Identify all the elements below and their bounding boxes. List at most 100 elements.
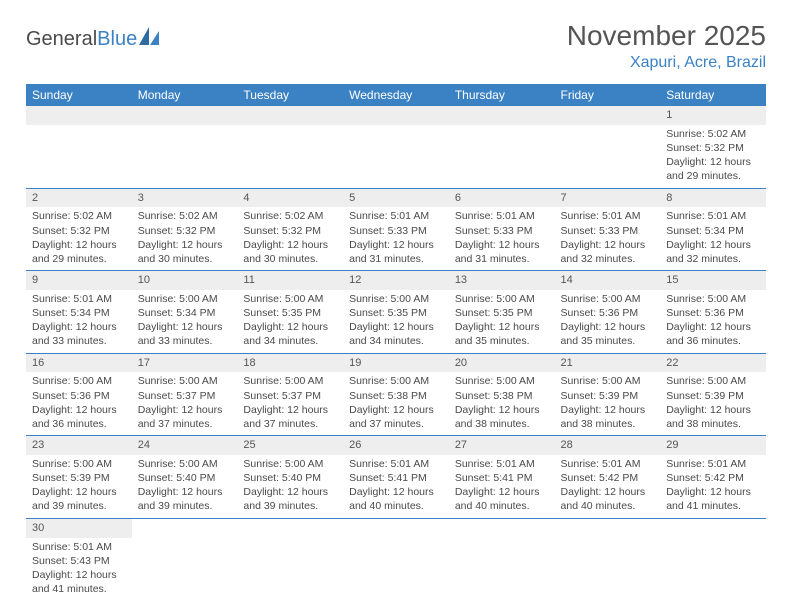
day-body: Sunrise: 5:01 AMSunset: 5:43 PMDaylight:… bbox=[26, 538, 132, 601]
empty-daynum bbox=[555, 106, 661, 125]
calendar-cell: 15Sunrise: 5:00 AMSunset: 5:36 PMDayligh… bbox=[660, 271, 766, 354]
daylight-line: Daylight: 12 hours and 29 minutes. bbox=[666, 155, 760, 183]
day-number: 25 bbox=[237, 436, 343, 455]
day-number: 17 bbox=[132, 354, 238, 373]
daylight-line: Daylight: 12 hours and 39 minutes. bbox=[32, 485, 126, 513]
sunset-line: Sunset: 5:40 PM bbox=[243, 471, 337, 485]
daylight-line: Daylight: 12 hours and 38 minutes. bbox=[561, 403, 655, 431]
sunrise-line: Sunrise: 5:01 AM bbox=[455, 209, 549, 223]
day-number: 4 bbox=[237, 189, 343, 208]
day-number: 3 bbox=[132, 189, 238, 208]
sunset-line: Sunset: 5:32 PM bbox=[138, 224, 232, 238]
daylight-line: Daylight: 12 hours and 33 minutes. bbox=[138, 320, 232, 348]
calendar-cell: 20Sunrise: 5:00 AMSunset: 5:38 PMDayligh… bbox=[449, 353, 555, 436]
day-number: 8 bbox=[660, 189, 766, 208]
sunrise-line: Sunrise: 5:01 AM bbox=[561, 457, 655, 471]
sunrise-line: Sunrise: 5:00 AM bbox=[138, 457, 232, 471]
sunrise-line: Sunrise: 5:02 AM bbox=[243, 209, 337, 223]
calendar-cell: 30Sunrise: 5:01 AMSunset: 5:43 PMDayligh… bbox=[26, 518, 132, 600]
sunset-line: Sunset: 5:36 PM bbox=[32, 389, 126, 403]
daylight-line: Daylight: 12 hours and 29 minutes. bbox=[32, 238, 126, 266]
daylight-line: Daylight: 12 hours and 38 minutes. bbox=[666, 403, 760, 431]
day-body: Sunrise: 5:00 AMSunset: 5:40 PMDaylight:… bbox=[237, 455, 343, 518]
daylight-line: Daylight: 12 hours and 36 minutes. bbox=[666, 320, 760, 348]
daylight-line: Daylight: 12 hours and 34 minutes. bbox=[349, 320, 443, 348]
calendar-cell: 18Sunrise: 5:00 AMSunset: 5:37 PMDayligh… bbox=[237, 353, 343, 436]
daylight-line: Daylight: 12 hours and 30 minutes. bbox=[138, 238, 232, 266]
sunset-line: Sunset: 5:32 PM bbox=[32, 224, 126, 238]
location: Xapuri, Acre, Brazil bbox=[567, 54, 766, 72]
sunrise-line: Sunrise: 5:02 AM bbox=[138, 209, 232, 223]
day-body: Sunrise: 5:00 AMSunset: 5:36 PMDaylight:… bbox=[660, 290, 766, 353]
day-body: Sunrise: 5:00 AMSunset: 5:35 PMDaylight:… bbox=[343, 290, 449, 353]
daylight-line: Daylight: 12 hours and 31 minutes. bbox=[349, 238, 443, 266]
sunrise-line: Sunrise: 5:00 AM bbox=[455, 292, 549, 306]
calendar-cell bbox=[555, 106, 661, 188]
daylight-line: Daylight: 12 hours and 37 minutes. bbox=[138, 403, 232, 431]
day-body: Sunrise: 5:01 AMSunset: 5:42 PMDaylight:… bbox=[555, 455, 661, 518]
calendar-cell: 19Sunrise: 5:00 AMSunset: 5:38 PMDayligh… bbox=[343, 353, 449, 436]
day-number: 28 bbox=[555, 436, 661, 455]
day-number: 21 bbox=[555, 354, 661, 373]
calendar-cell bbox=[132, 518, 238, 600]
calendar-cell: 17Sunrise: 5:00 AMSunset: 5:37 PMDayligh… bbox=[132, 353, 238, 436]
logo-text-1: General bbox=[26, 28, 97, 50]
sunset-line: Sunset: 5:42 PM bbox=[561, 471, 655, 485]
day-number: 19 bbox=[343, 354, 449, 373]
sunrise-line: Sunrise: 5:00 AM bbox=[666, 374, 760, 388]
day-body: Sunrise: 5:00 AMSunset: 5:38 PMDaylight:… bbox=[449, 372, 555, 435]
logo-sail-icon bbox=[139, 27, 159, 45]
sunrise-line: Sunrise: 5:00 AM bbox=[349, 374, 443, 388]
day-number: 30 bbox=[26, 519, 132, 538]
sunrise-line: Sunrise: 5:00 AM bbox=[243, 292, 337, 306]
day-number: 14 bbox=[555, 271, 661, 290]
daylight-line: Daylight: 12 hours and 35 minutes. bbox=[561, 320, 655, 348]
day-number: 18 bbox=[237, 354, 343, 373]
sunset-line: Sunset: 5:43 PM bbox=[32, 554, 126, 568]
calendar-row: 2Sunrise: 5:02 AMSunset: 5:32 PMDaylight… bbox=[26, 188, 766, 271]
daylight-line: Daylight: 12 hours and 36 minutes. bbox=[32, 403, 126, 431]
calendar-body: 1Sunrise: 5:02 AMSunset: 5:32 PMDaylight… bbox=[26, 106, 766, 600]
day-body: Sunrise: 5:00 AMSunset: 5:35 PMDaylight:… bbox=[237, 290, 343, 353]
daylight-line: Daylight: 12 hours and 38 minutes. bbox=[455, 403, 549, 431]
calendar-row: 30Sunrise: 5:01 AMSunset: 5:43 PMDayligh… bbox=[26, 518, 766, 600]
sunset-line: Sunset: 5:42 PM bbox=[666, 471, 760, 485]
day-body: Sunrise: 5:02 AMSunset: 5:32 PMDaylight:… bbox=[237, 207, 343, 270]
day-body: Sunrise: 5:01 AMSunset: 5:41 PMDaylight:… bbox=[449, 455, 555, 518]
empty-daynum bbox=[132, 106, 238, 125]
calendar-cell bbox=[449, 106, 555, 188]
calendar-table: Sunday Monday Tuesday Wednesday Thursday… bbox=[26, 84, 766, 600]
daylight-line: Daylight: 12 hours and 40 minutes. bbox=[455, 485, 549, 513]
daylight-line: Daylight: 12 hours and 40 minutes. bbox=[349, 485, 443, 513]
daylight-line: Daylight: 12 hours and 32 minutes. bbox=[666, 238, 760, 266]
day-number: 11 bbox=[237, 271, 343, 290]
day-body: Sunrise: 5:01 AMSunset: 5:33 PMDaylight:… bbox=[343, 207, 449, 270]
sunset-line: Sunset: 5:33 PM bbox=[349, 224, 443, 238]
calendar-cell: 29Sunrise: 5:01 AMSunset: 5:42 PMDayligh… bbox=[660, 436, 766, 519]
month-title: November 2025 bbox=[567, 20, 766, 52]
sunrise-line: Sunrise: 5:01 AM bbox=[455, 457, 549, 471]
empty-daynum bbox=[343, 106, 449, 125]
day-number: 29 bbox=[660, 436, 766, 455]
sunrise-line: Sunrise: 5:00 AM bbox=[138, 292, 232, 306]
day-body: Sunrise: 5:01 AMSunset: 5:34 PMDaylight:… bbox=[660, 207, 766, 270]
sunrise-line: Sunrise: 5:01 AM bbox=[666, 209, 760, 223]
sunset-line: Sunset: 5:39 PM bbox=[32, 471, 126, 485]
calendar-cell: 11Sunrise: 5:00 AMSunset: 5:35 PMDayligh… bbox=[237, 271, 343, 354]
sunrise-line: Sunrise: 5:00 AM bbox=[455, 374, 549, 388]
sunset-line: Sunset: 5:34 PM bbox=[666, 224, 760, 238]
sunrise-line: Sunrise: 5:00 AM bbox=[32, 457, 126, 471]
day-number: 13 bbox=[449, 271, 555, 290]
weekday-header: Thursday bbox=[449, 84, 555, 106]
weekday-header: Monday bbox=[132, 84, 238, 106]
calendar-row: 16Sunrise: 5:00 AMSunset: 5:36 PMDayligh… bbox=[26, 353, 766, 436]
day-body: Sunrise: 5:00 AMSunset: 5:37 PMDaylight:… bbox=[237, 372, 343, 435]
sunset-line: Sunset: 5:35 PM bbox=[349, 306, 443, 320]
day-body: Sunrise: 5:00 AMSunset: 5:34 PMDaylight:… bbox=[132, 290, 238, 353]
sunrise-line: Sunrise: 5:00 AM bbox=[243, 374, 337, 388]
empty-daynum bbox=[449, 106, 555, 125]
sunrise-line: Sunrise: 5:00 AM bbox=[561, 292, 655, 306]
calendar-cell bbox=[26, 106, 132, 188]
sunrise-line: Sunrise: 5:00 AM bbox=[561, 374, 655, 388]
day-body: Sunrise: 5:01 AMSunset: 5:41 PMDaylight:… bbox=[343, 455, 449, 518]
